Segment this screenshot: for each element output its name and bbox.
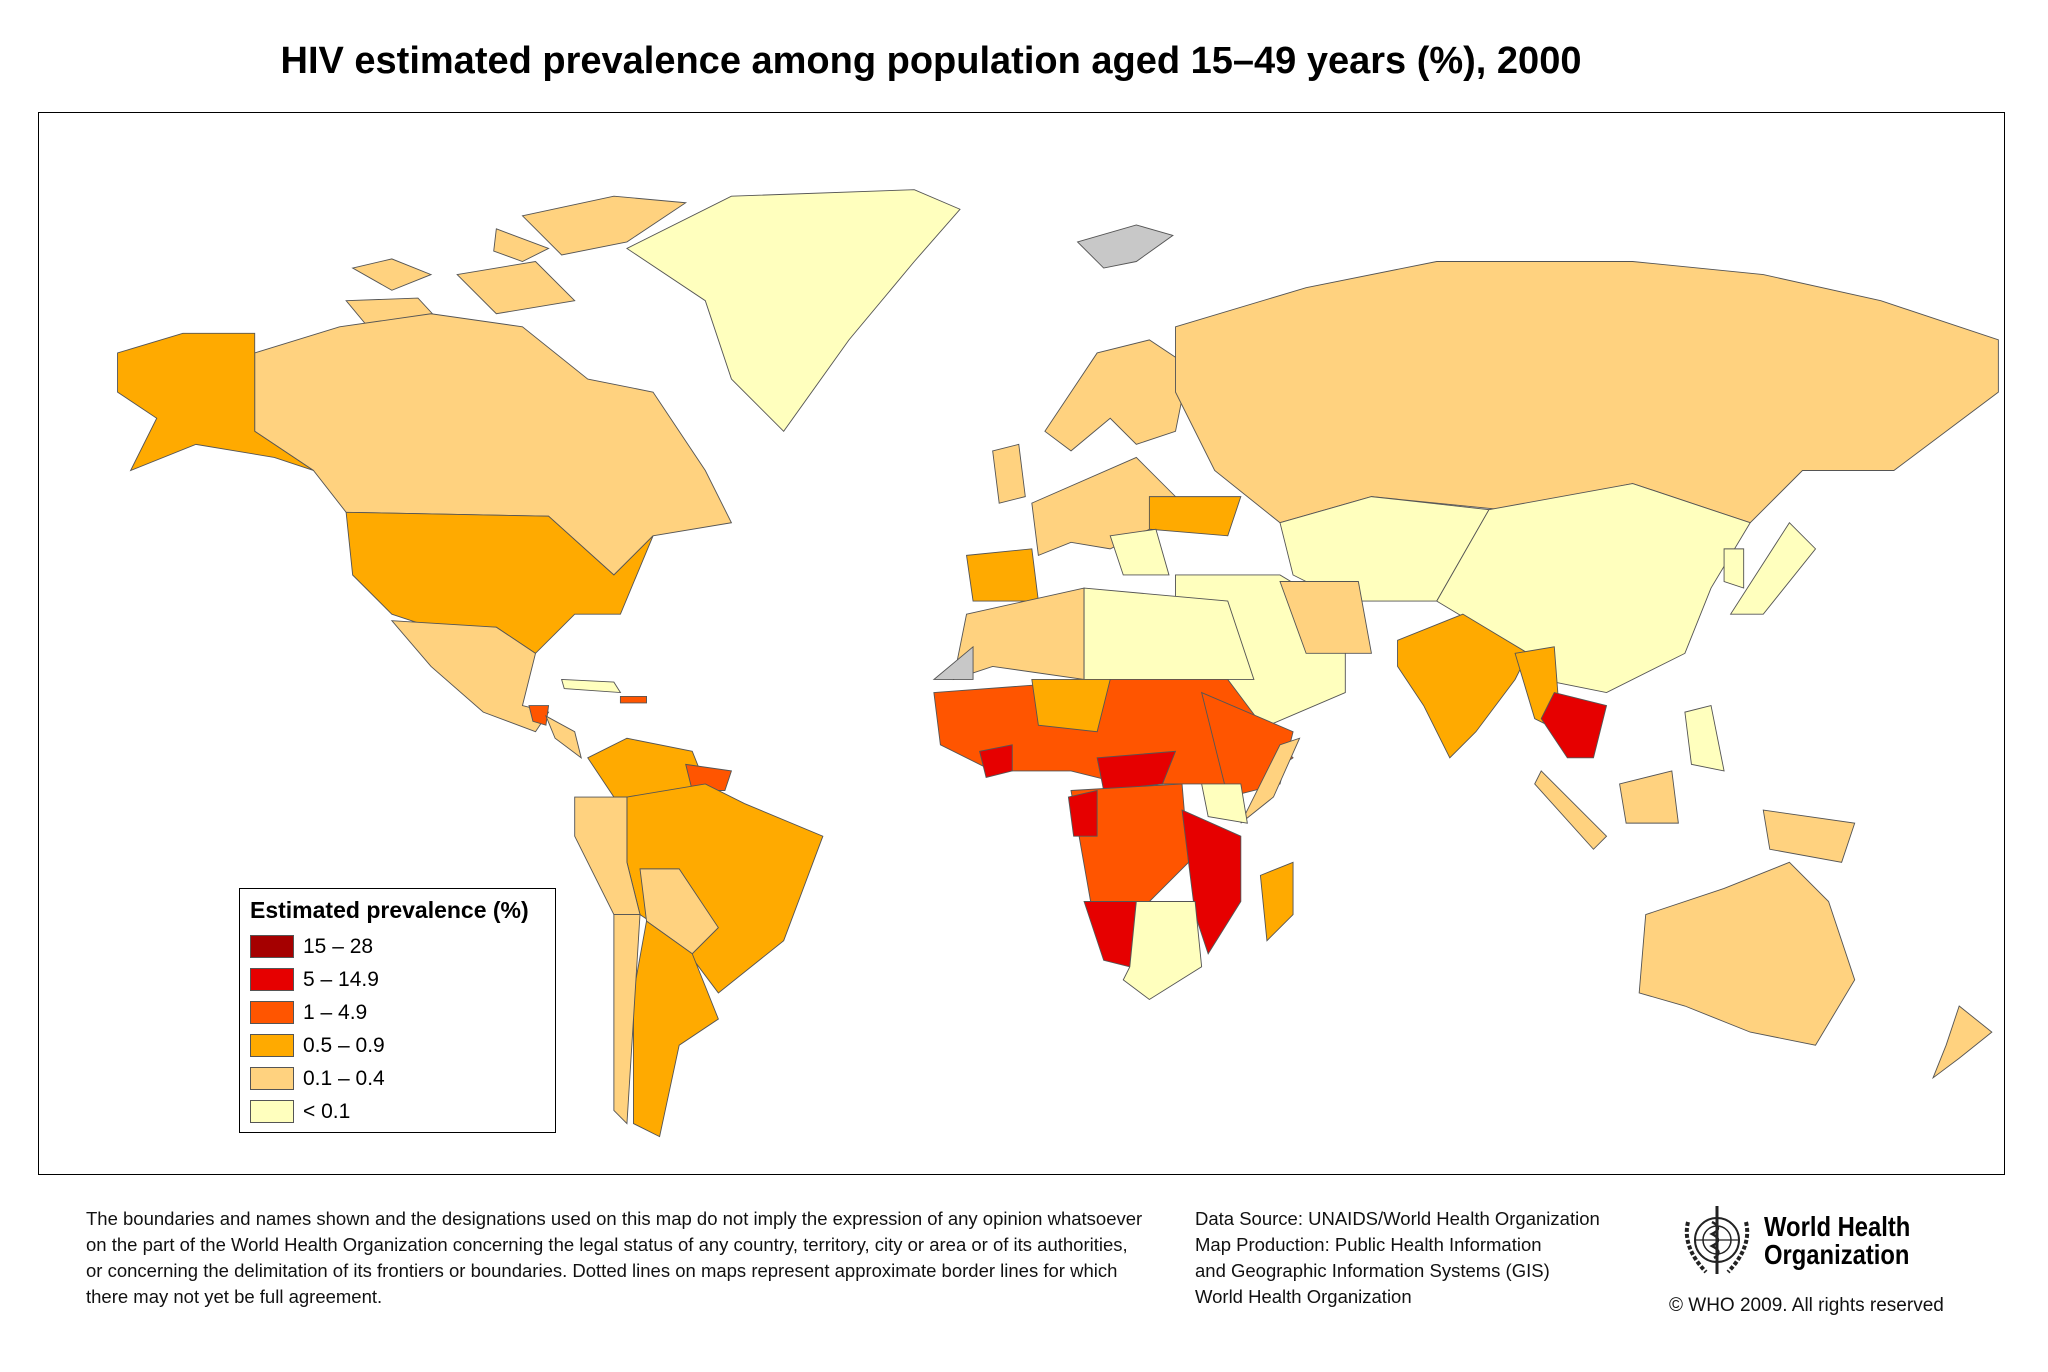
region-chile — [613, 914, 641, 1125]
region-arctic-islands — [493, 228, 550, 263]
region-philippines — [1684, 705, 1725, 772]
legend-title: Estimated prevalence (%) — [250, 897, 529, 923]
region-north-africa — [1083, 587, 1255, 680]
region-arctic-islands — [351, 258, 433, 291]
region-india — [1397, 613, 1529, 759]
legend-label: 0.1 – 0.4 — [303, 1066, 385, 1090]
region-guianas — [685, 763, 733, 791]
region-bolivia-paraguay — [639, 868, 719, 955]
source-line: World Health Organization — [1195, 1286, 1412, 1307]
region-spain-portugal — [966, 548, 1039, 602]
legend-label: 5 – 14.9 — [303, 967, 379, 991]
region-madagascar — [1259, 861, 1294, 942]
region-somalia — [1240, 737, 1301, 824]
region-drc — [1070, 783, 1190, 902]
region-russia — [1175, 261, 1999, 524]
region-greenland — [626, 189, 961, 433]
region-arctic-islands — [456, 261, 576, 315]
region-cote-divoire — [979, 744, 1013, 778]
legend-label: 1 – 4.9 — [303, 1000, 368, 1024]
region-alaska — [117, 332, 314, 472]
source-line: Map Production: Public Health Informatio… — [1195, 1234, 1542, 1255]
source-line: Data Source: UNAIDS/World Health Organiz… — [1195, 1208, 1600, 1229]
region-central-america — [545, 715, 582, 759]
legend-label: 15 – 28 — [303, 934, 374, 958]
disclaimer-line: on the part of the World Health Organiza… — [86, 1234, 1128, 1255]
who-wordmark-line: Organization — [1764, 1239, 1910, 1270]
data-source: Data Source: UNAIDS/World Health Organiz… — [1195, 1206, 1600, 1310]
source-line: and Geographic Information Systems (GIS) — [1195, 1260, 1550, 1281]
who-logo: World Health Organization — [1676, 1202, 1936, 1280]
region-congo — [1067, 789, 1098, 837]
legend-label: 0.5 – 0.9 — [303, 1033, 385, 1057]
disclaimer-line: The boundaries and names shown and the d… — [86, 1208, 1143, 1229]
region-australia — [1638, 861, 1856, 1046]
region-indonesia — [1619, 770, 1679, 824]
region-namibia — [1083, 901, 1137, 968]
region-usa — [345, 511, 654, 654]
region-new-zealand — [1932, 1005, 1993, 1080]
legend-swatch — [250, 968, 294, 991]
region-mexico — [390, 620, 550, 733]
region-indonesia — [1534, 770, 1608, 850]
region-cuba — [561, 678, 622, 694]
who-emblem-icon — [1684, 1206, 1750, 1274]
region-thailand-cambodia — [1540, 691, 1608, 759]
legend-swatch — [250, 1067, 294, 1090]
copyright: © WHO 2009. All rights reserved — [1669, 1295, 1944, 1316]
legend-item: 0.1 – 0.4 — [250, 1062, 545, 1095]
region-japan — [1729, 522, 1817, 615]
legend-item: 0.5 – 0.9 — [250, 1029, 545, 1062]
region-ukraine — [1148, 496, 1242, 537]
who-wordmark: World Health Organization — [1764, 1213, 1910, 1269]
legend-label: < 0.1 — [303, 1099, 351, 1123]
region-canada — [254, 313, 733, 576]
who-wordmark-line: World Health — [1764, 1211, 1911, 1242]
map-frame — [38, 112, 2005, 1175]
disclaimer: The boundaries and names shown and the d… — [86, 1206, 1146, 1310]
legend-item: < 0.1 — [250, 1095, 545, 1128]
region-hispaniola — [619, 695, 647, 704]
region-western-sahara — [932, 645, 974, 680]
legend-swatch — [250, 1001, 294, 1024]
map-title: HIV estimated prevalence among populatio… — [280, 40, 1582, 82]
disclaimer-line: there may not yet be full agreement. — [86, 1286, 383, 1307]
region-southern-africa — [1122, 901, 1203, 1001]
legend-swatch — [250, 1100, 294, 1123]
region-arctic-islands — [521, 195, 688, 256]
region-central-america — [528, 705, 550, 726]
region-iceland — [1076, 224, 1174, 269]
legend-item: 15 – 28 — [250, 930, 545, 963]
region-uk — [992, 443, 1026, 504]
region-west-africa — [1031, 679, 1111, 733]
region-balkans — [1109, 528, 1170, 576]
legend-swatch — [250, 1034, 294, 1057]
legend: Estimated prevalence (%) 15 – 28 5 – 14.… — [239, 888, 556, 1133]
region-iran — [1279, 581, 1372, 654]
region-scandinavia — [1044, 339, 1190, 452]
region-korea — [1723, 548, 1745, 589]
disclaimer-line: or concerning the delimitation of its fr… — [86, 1260, 1118, 1281]
legend-item: 1 – 4.9 — [250, 996, 545, 1029]
region-indonesia — [1762, 809, 1856, 863]
legend-item: 5 – 14.9 — [250, 963, 545, 996]
region-central-africa — [1096, 750, 1177, 791]
region-tanzania — [1201, 783, 1248, 824]
legend-swatch — [250, 935, 294, 958]
